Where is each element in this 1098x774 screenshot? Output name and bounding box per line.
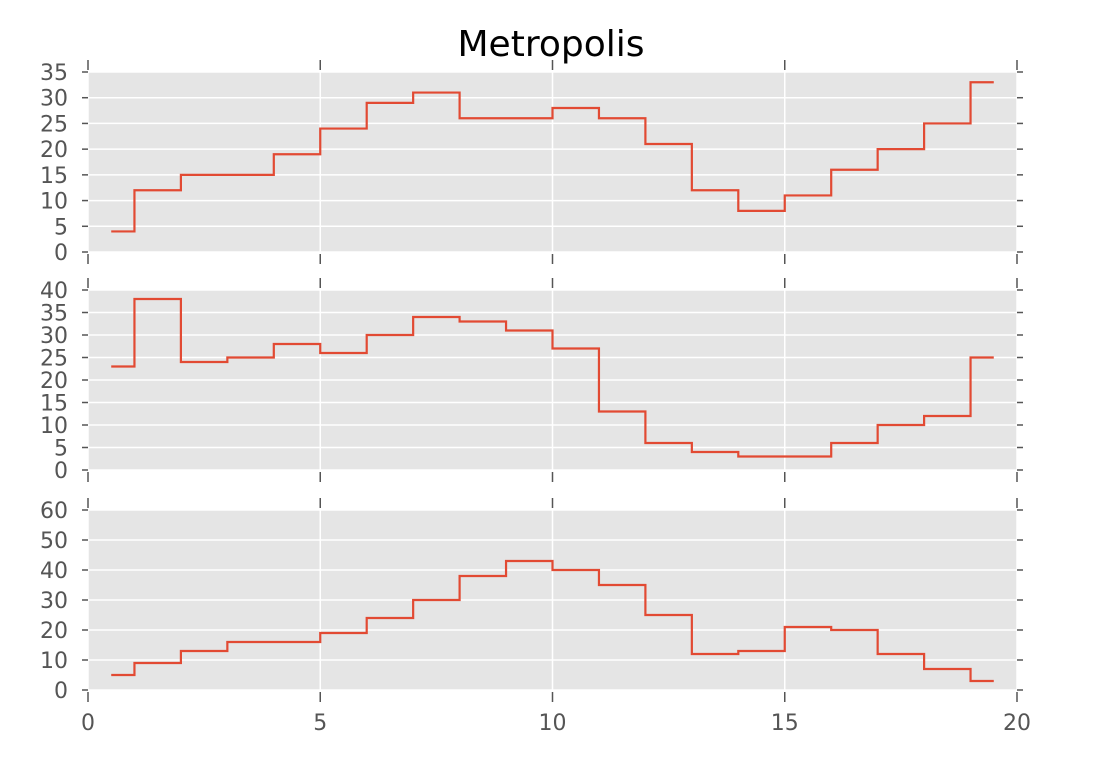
y-tick-label: 10 (40, 649, 68, 674)
subplot-3: 0 10 20 30 40 50 60 (40, 498, 1023, 704)
step-series-line (111, 559, 994, 683)
y-tick-label: 5 (54, 215, 68, 240)
y-tick-label: 0 (54, 459, 68, 484)
y-tick-label: 40 (40, 559, 68, 584)
y-tick-label: 15 (40, 164, 68, 189)
y-tick-label: 20 (40, 138, 68, 163)
step-series-line (111, 81, 994, 233)
y-tick-label: 5 (54, 437, 68, 462)
y-tick-label: 0 (54, 241, 68, 266)
y-tick-label: 20 (40, 619, 68, 644)
y-tick-label: 35 (40, 61, 68, 86)
y-tick-label: 10 (40, 414, 68, 439)
y-tick-label: 30 (40, 324, 68, 349)
y-tick-label: 10 (40, 190, 68, 215)
x-axis: 0 5 10 15 20 (81, 711, 1031, 736)
y-tick-label: 35 (40, 302, 68, 327)
chart-title: Metropolis (458, 24, 645, 65)
y-tick-label: 0 (54, 679, 68, 704)
y-tick-label: 15 (40, 392, 68, 417)
step-series-line (111, 297, 994, 458)
x-tick-label: 10 (539, 711, 567, 736)
y-tick-label: 30 (40, 87, 68, 112)
y-tick-label: 25 (40, 112, 68, 137)
y-tick-label: 60 (40, 499, 68, 524)
x-tick-label: 0 (81, 711, 95, 736)
y-tick-label: 50 (40, 529, 68, 554)
y-tick-label: 25 (40, 347, 68, 372)
y-tick-label: 30 (40, 589, 68, 614)
x-tick-label: 20 (1003, 711, 1031, 736)
subplot-stack: 0510152025303505101520253035400102030405… (40, 60, 1023, 704)
x-tick-label: 5 (313, 711, 327, 736)
y-tick-label: 40 (40, 279, 68, 304)
x-tick-label: 15 (771, 711, 799, 736)
y-tick-label: 20 (40, 369, 68, 394)
